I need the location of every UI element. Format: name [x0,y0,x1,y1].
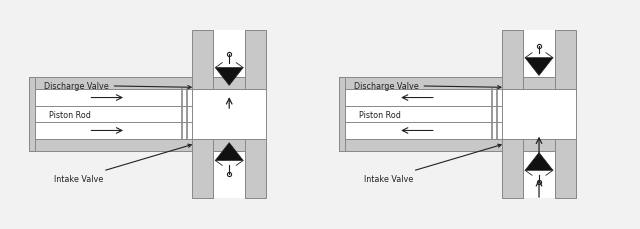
Bar [29,139,266,151]
Bar [339,78,345,151]
Bar [502,139,524,198]
Text: Discharge Valve: Discharge Valve [44,82,191,90]
Polygon shape [525,58,553,76]
Polygon shape [215,68,243,86]
Text: Discharge Valve: Discharge Valve [354,82,501,90]
Bar [502,31,524,90]
Bar [345,90,502,139]
Bar [245,139,266,198]
Bar [524,31,555,78]
Text: Piston Rod: Piston Rod [359,110,401,119]
Bar [192,139,213,198]
Bar [524,151,555,198]
Bar [192,31,213,90]
Text: Intake Valve: Intake Valve [54,144,191,183]
Bar [213,151,245,198]
Bar [339,139,576,151]
Bar [213,31,245,78]
Bar [29,78,266,90]
Bar [555,139,576,198]
Polygon shape [525,153,553,171]
Bar [192,90,266,139]
Polygon shape [215,143,243,161]
Bar [245,31,266,90]
Bar [502,90,576,139]
Text: Piston Rod: Piston Rod [49,110,91,119]
Bar [29,78,35,151]
Bar [339,78,576,90]
Bar [35,90,192,139]
Text: Intake Valve: Intake Valve [364,144,501,183]
Bar [555,31,576,90]
